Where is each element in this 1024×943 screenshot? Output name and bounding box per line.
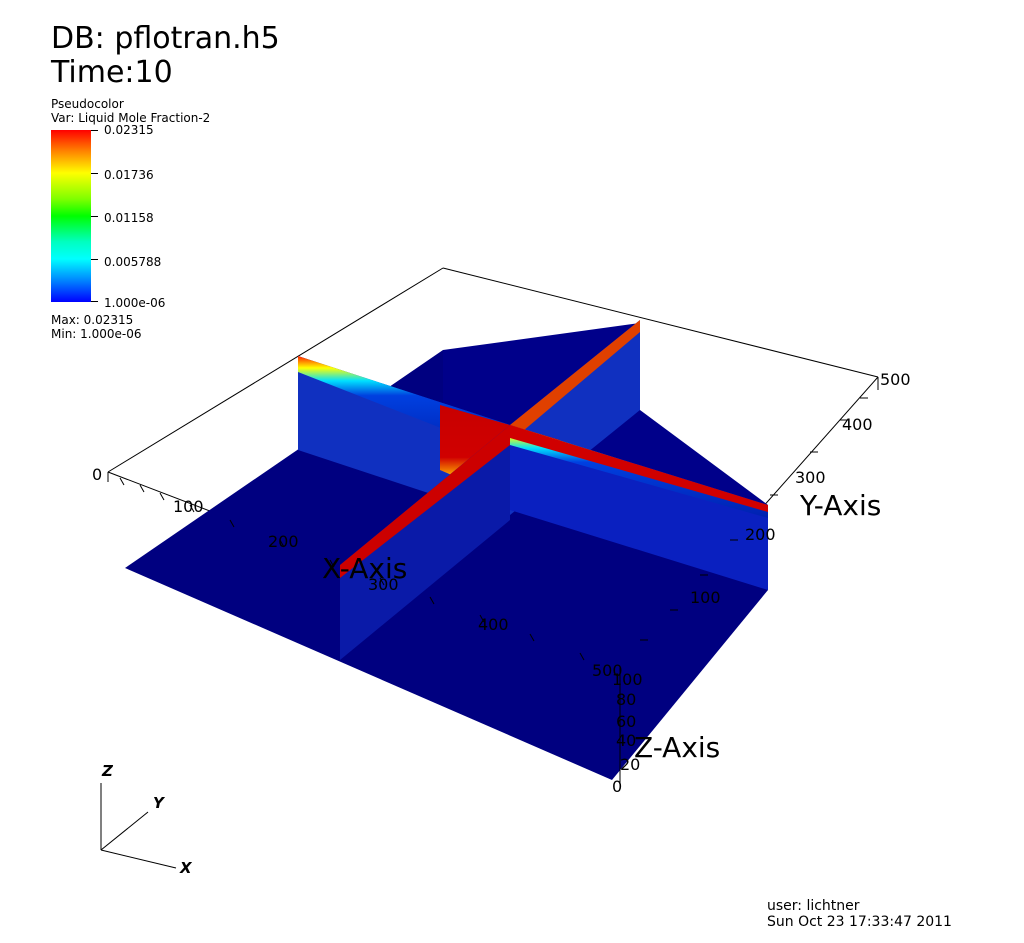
- z-tick-label: 60: [616, 712, 636, 731]
- y-tick-label: 100: [690, 588, 721, 607]
- colorbar-tick: [91, 259, 98, 260]
- z-tick-label: 20: [620, 755, 640, 774]
- max-value-label: Max: 0.02315: [51, 313, 134, 327]
- y-tick-label: 400: [842, 415, 873, 434]
- colorbar-tick: [91, 301, 98, 302]
- y-tick-label: 500: [880, 370, 911, 389]
- colorbar-tick: [91, 130, 98, 131]
- colorbar-tick: [91, 216, 98, 217]
- x-tick-label: 500: [592, 661, 623, 680]
- triad-y-label: Y: [153, 794, 166, 812]
- colorbar-tick-label: 1.000e-06: [104, 296, 166, 310]
- y-slice-front: [340, 425, 510, 660]
- y-slice-front-top: [340, 425, 510, 578]
- y-axis-ticks: [640, 397, 868, 641]
- triad-z-label: Z: [101, 762, 114, 780]
- colorbar: [51, 130, 91, 302]
- x-axis-ticks: [119, 477, 585, 661]
- z-tick-label: 100: [612, 670, 643, 689]
- triad-x-label: X: [179, 859, 193, 877]
- z-tick-label: 80: [616, 690, 636, 709]
- z-axis-title: Z-Axis: [634, 731, 720, 764]
- min-value-label: Min: 1.000e-06: [51, 327, 142, 341]
- date-label: Sun Oct 23 17:33:47 2011: [767, 914, 952, 930]
- y-axis-title: Y-Axis: [799, 489, 881, 522]
- orientation-triad: [100, 783, 177, 869]
- x-tick-label: 0: [92, 465, 102, 484]
- time-label: Time:10: [51, 55, 173, 90]
- z-tick-label: 0: [612, 777, 622, 796]
- colorbar-tick-label: 0.01736: [104, 168, 154, 182]
- y-slice-back-top: [510, 320, 640, 442]
- x-tick-label: 100: [173, 497, 204, 516]
- x-slice-right: [510, 425, 768, 590]
- y-tick-label: 300: [795, 468, 826, 487]
- variable-label: Var: Liquid Mole Fraction-2: [51, 111, 211, 125]
- x-tick-label: 300: [368, 575, 399, 594]
- database-title: DB: pflotran.h5: [51, 21, 280, 56]
- x-tick-label: 200: [268, 532, 299, 551]
- colorbar-tick: [91, 173, 98, 174]
- x-tick-label: 400: [478, 615, 509, 634]
- z-tick-label: 40: [616, 731, 636, 750]
- colorbar-tick-label: 0.02315: [104, 123, 154, 137]
- plot-type-label: Pseudocolor: [51, 97, 124, 111]
- x-slice-right-red: [510, 425, 768, 512]
- user-label: user: lichtner: [767, 898, 860, 914]
- bounding-box-front: [107, 377, 879, 785]
- x-axis-title: X-Axis: [322, 552, 407, 585]
- y-tick-label: 200: [745, 525, 776, 544]
- colorbar-tick-label: 0.005788: [104, 255, 162, 269]
- colorbar-tick-label: 0.01158: [104, 211, 154, 225]
